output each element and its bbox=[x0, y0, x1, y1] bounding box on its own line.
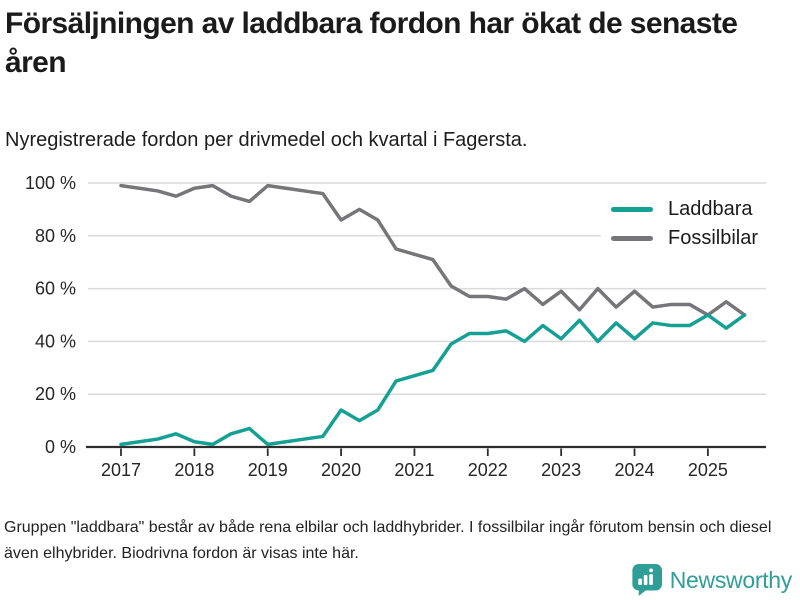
x-tick-label: 2024 bbox=[614, 460, 654, 480]
chart-canvas: 100 % 80 % 60 % 40 % 20 % 0 % 2017 2018 2019 2020… bbox=[25, 173, 766, 480]
x-tick-label: 2025 bbox=[688, 460, 728, 480]
x-tick-label: 2022 bbox=[468, 460, 508, 480]
legend-item-fossilbilar: Fossilbilar bbox=[601, 224, 769, 253]
footnote: Gruppen "laddbara" består av både rena e… bbox=[4, 519, 772, 562]
y-axis-label: 40 % bbox=[35, 331, 76, 351]
x-tick-label: 2019 bbox=[248, 460, 288, 480]
newsworthy-icon bbox=[632, 564, 662, 596]
x-tick-label: 2021 bbox=[394, 460, 434, 480]
y-axis-label: 0 % bbox=[45, 437, 76, 457]
logo-dot bbox=[648, 568, 653, 573]
newsworthy-logo: Newsworthy bbox=[631, 563, 792, 597]
page-title: Försäljningen av laddbara fordon har öka… bbox=[5, 7, 738, 79]
legend-label-laddbara: Laddbara bbox=[668, 198, 753, 220]
chart-legend: Laddbara Fossilbilar bbox=[601, 195, 769, 253]
chart-subtitle: Nyregistrerade fordon per drivmedel och … bbox=[5, 129, 528, 151]
series-line-fossilbilar bbox=[119, 183, 747, 317]
logo-text: Newsworthy bbox=[669, 566, 793, 593]
y-axis-label: 60 % bbox=[35, 279, 76, 299]
y-axis-label: 100 % bbox=[25, 173, 76, 193]
line-chart: 100 % 80 % 60 % 40 % 20 % 0 % 2017 2018 2019 2020… bbox=[0, 170, 800, 482]
x-tick-label: 2020 bbox=[321, 460, 361, 480]
logo-bar-3 bbox=[648, 574, 653, 586]
logo-bar-2 bbox=[643, 574, 648, 586]
legend-label-fossilbilar: Fossilbilar bbox=[668, 227, 759, 249]
series-line-laddbara bbox=[119, 313, 747, 447]
legend-swatch-fossilbilar bbox=[611, 236, 653, 241]
x-tick-label: 2017 bbox=[101, 460, 141, 480]
x-tick-label: 2018 bbox=[174, 460, 214, 480]
legend-item-laddbara: Laddbara bbox=[601, 195, 769, 224]
legend-swatch-laddbara bbox=[611, 207, 653, 212]
logo-bar-1 bbox=[638, 578, 642, 586]
y-axis-label: 20 % bbox=[35, 384, 76, 404]
x-tick-label: 2023 bbox=[541, 460, 581, 480]
y-axis-label: 80 % bbox=[35, 226, 76, 246]
